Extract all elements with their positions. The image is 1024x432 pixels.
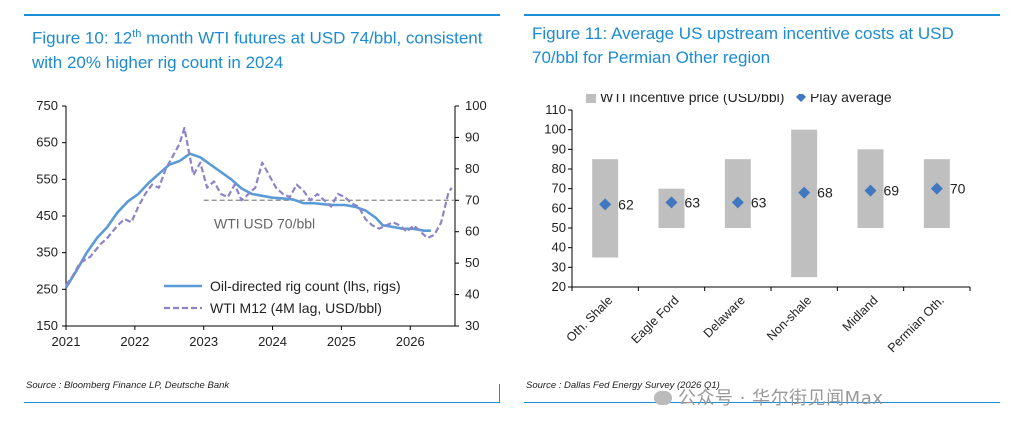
category-label: Permian Oth. bbox=[885, 293, 947, 355]
y-left-tick-label: 250 bbox=[36, 281, 58, 296]
rig-count-line bbox=[64, 152, 431, 289]
y-left-tick-label: 450 bbox=[36, 208, 58, 223]
play-average-marker bbox=[798, 186, 811, 199]
play-average-marker bbox=[599, 198, 612, 211]
legend-label-average: Play average bbox=[810, 94, 892, 105]
top-rule bbox=[524, 14, 1000, 16]
legend-label-wti: WTI M12 (4M lag, USD/bbl) bbox=[210, 300, 382, 316]
title-part: Figure 10: 12 bbox=[32, 28, 133, 48]
source-note: Source : Bloomberg Finance LP, Deutsche … bbox=[26, 380, 230, 391]
x-tick-label: 2023 bbox=[189, 334, 218, 349]
play-average-label: 62 bbox=[618, 196, 634, 212]
y-tick-label: 100 bbox=[544, 122, 566, 137]
frame-tick bbox=[499, 384, 500, 403]
y-tick-label: 90 bbox=[552, 141, 566, 156]
legend-swatch-average bbox=[796, 94, 806, 102]
play-average-label: 63 bbox=[685, 194, 701, 210]
wti-m12-line bbox=[65, 126, 453, 286]
y-left-tick-label: 650 bbox=[36, 135, 58, 150]
y-tick-label: 30 bbox=[552, 259, 566, 274]
legend-swatch-range bbox=[586, 94, 596, 103]
y-tick-label: 110 bbox=[545, 102, 566, 117]
title-part: month WTI futures at USD 74/bbl, consist… bbox=[32, 28, 483, 72]
x-tick-label: 2025 bbox=[327, 334, 356, 349]
x-tick-label: 2022 bbox=[120, 334, 149, 349]
title-superscript: th bbox=[132, 28, 142, 40]
x-tick-label: 2024 bbox=[258, 334, 287, 349]
y-right-tick-label: 70 bbox=[465, 192, 479, 207]
bottom-rule bbox=[24, 402, 500, 403]
y-tick-label: 70 bbox=[552, 181, 566, 196]
play-average-label: 70 bbox=[950, 181, 966, 197]
play-average-marker bbox=[665, 196, 678, 209]
figure-10-panel: Figure 10: 12th month WTI futures at USD… bbox=[24, 14, 500, 406]
y-right-tick-label: 50 bbox=[465, 255, 479, 270]
x-tick-label: 2026 bbox=[396, 334, 425, 349]
category-label: Delaware bbox=[701, 293, 748, 340]
y-tick-label: 60 bbox=[552, 200, 566, 215]
incentive-range-bar bbox=[791, 129, 818, 278]
y-right-tick-label: 90 bbox=[465, 129, 479, 144]
figure-10-title: Figure 10: 12th month WTI futures at USD… bbox=[32, 22, 492, 75]
y-left-tick-label: 150 bbox=[36, 318, 58, 333]
y-right-tick-label: 40 bbox=[465, 287, 479, 302]
watermark: 公众号 · 华尔街见闻Max bbox=[654, 384, 883, 410]
figure-11-title: Figure 11: Average US upstream incentive… bbox=[532, 24, 954, 67]
play-average-marker bbox=[930, 182, 943, 195]
y-tick-label: 50 bbox=[552, 220, 566, 235]
source-note: Source : Dallas Fed Energy Survey (2026 … bbox=[526, 380, 720, 391]
y-left-tick-label: 350 bbox=[36, 245, 58, 260]
y-tick-label: 20 bbox=[552, 279, 566, 294]
y-right-tick-label: 30 bbox=[465, 318, 479, 333]
category-label: Midland bbox=[840, 293, 881, 334]
category-label: Non-shale bbox=[764, 293, 814, 343]
incentive-cost-chart: 20 30 40 50 60 70 80 90 100 110 62 Oth. Shale 63 Eagl… bbox=[544, 94, 971, 355]
rig-count-wti-chart: 150 250 350 450 550 650 750 30 40 50 60 70 80 90 100 20… bbox=[36, 98, 487, 349]
bottom-rule bbox=[524, 402, 1000, 403]
play-average-label: 68 bbox=[817, 185, 833, 201]
category-label: Oth. Shale bbox=[564, 293, 616, 345]
y-tick-label: 40 bbox=[552, 240, 566, 255]
incentive-range-bar bbox=[724, 159, 751, 228]
play-average-marker bbox=[864, 184, 877, 197]
legend-label-range: WTI incentive price (USD/bbl) bbox=[600, 94, 784, 105]
y-left-tick-label: 750 bbox=[36, 98, 58, 113]
play-average-label: 69 bbox=[884, 183, 900, 199]
play-average-label: 63 bbox=[751, 194, 767, 210]
y-right-tick-label: 80 bbox=[465, 161, 479, 176]
wechat-icon bbox=[654, 391, 672, 405]
top-rule bbox=[24, 14, 500, 16]
y-left-tick-label: 550 bbox=[36, 171, 58, 186]
y-right-tick-label: 100 bbox=[465, 98, 487, 113]
x-tick-label: 2021 bbox=[52, 334, 81, 349]
reference-label: WTI USD 70/bbl bbox=[214, 215, 315, 231]
category-label: Eagle Ford bbox=[628, 293, 681, 346]
figure-11-panel: Figure 11: Average US upstream incentive… bbox=[524, 14, 1000, 406]
watermark-text: 公众号 · 华尔街见闻Max bbox=[678, 388, 884, 409]
y-tick-label: 80 bbox=[552, 161, 566, 176]
y-right-tick-label: 60 bbox=[465, 224, 479, 239]
legend-label-rig: Oil-directed rig count (lhs, rigs) bbox=[210, 278, 401, 294]
play-average-marker bbox=[731, 196, 744, 209]
